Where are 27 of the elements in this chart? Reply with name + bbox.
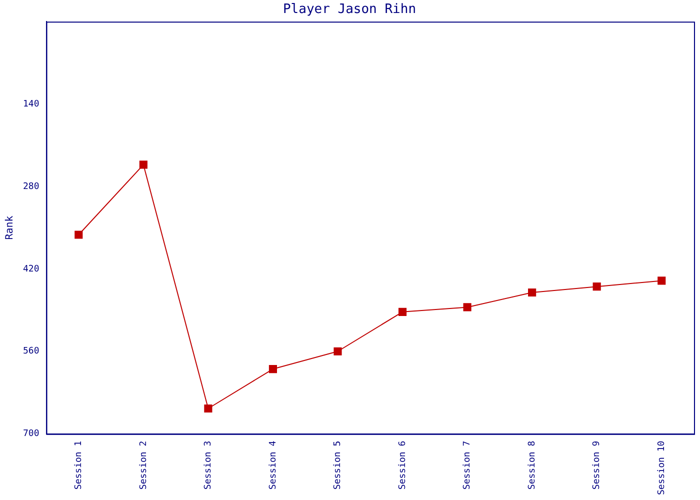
x-tick-label: Session 6	[398, 440, 408, 490]
point	[528, 288, 536, 297]
y-tick-label: 560	[22, 346, 40, 357]
y-tick-label: 700	[22, 429, 40, 440]
point	[268, 365, 277, 374]
x-tick-label: Session 3	[204, 440, 214, 490]
y-tick-label: 140	[22, 99, 40, 110]
x-tick-label: Session 8	[527, 440, 538, 490]
y-tick-label: 420	[22, 264, 40, 274]
point	[658, 276, 666, 285]
point	[334, 347, 342, 356]
x-tick-label: Session 5	[333, 440, 344, 490]
y-axis-title: Rank	[4, 216, 16, 240]
x-tick-label: Session 9	[592, 440, 602, 490]
x-tick-label: Session 1	[74, 440, 84, 490]
point	[139, 160, 148, 169]
point	[398, 308, 407, 316]
x-tick-label: Session 7	[462, 440, 473, 490]
x-tick-label: Session 4	[268, 440, 278, 490]
point	[74, 230, 83, 239]
x-tick-label: Session 10	[656, 440, 667, 496]
y-tick-label: 280	[22, 182, 40, 192]
chart-title: Player Jason Rihn	[282, 2, 416, 18]
x-tick-label: Session 2	[138, 440, 149, 490]
point	[592, 282, 601, 291]
point	[463, 303, 472, 312]
point	[204, 404, 212, 413]
